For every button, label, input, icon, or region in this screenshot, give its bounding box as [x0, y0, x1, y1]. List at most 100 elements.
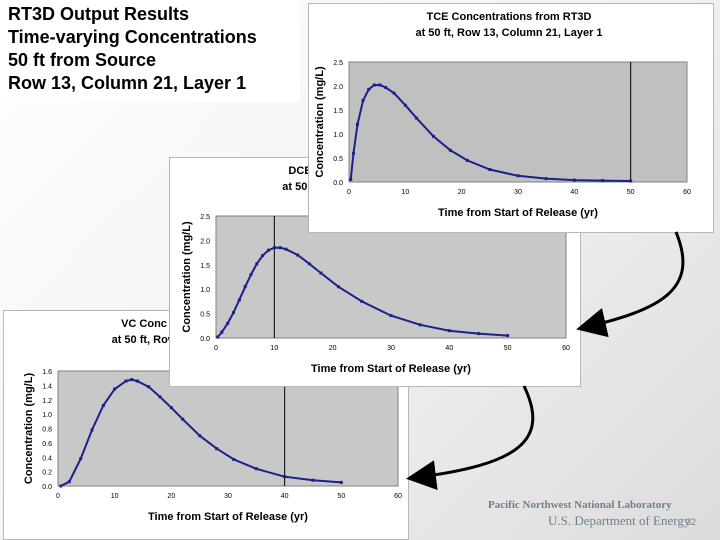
dce-x-tick-label: 20	[329, 345, 337, 352]
dce-data-point	[360, 299, 364, 303]
vc-y-tick-label: 1.0	[42, 412, 52, 419]
tce-data-point	[448, 148, 452, 152]
vc-data-point	[181, 417, 185, 421]
vc-data-point	[124, 379, 128, 383]
dce-x-tick-label: 10	[270, 345, 278, 352]
dce-data-point	[272, 246, 276, 250]
dce-data-point	[389, 314, 393, 318]
vc-data-point	[59, 484, 63, 488]
dce-x-tick-label: 0	[214, 345, 218, 352]
tce-x-tick-label: 10	[401, 189, 409, 196]
tce-plot-area	[348, 61, 688, 183]
dce-y-tick-label: 0.5	[200, 312, 210, 319]
tce-data-point	[349, 178, 353, 182]
vc-data-point	[113, 387, 117, 391]
title-line-3: 50 ft from Source	[8, 50, 157, 70]
tce-x-tick-label: 0	[347, 189, 351, 196]
pnnl-footer: Pacific Northwest National Laboratory U.…	[486, 499, 716, 537]
tce-data-point	[516, 174, 520, 178]
vc-x-tick-label: 10	[111, 493, 119, 500]
tce-data-point	[352, 151, 356, 155]
tce-chart: TCE Concentrations from RT3D at 50 ft, Ro…	[314, 11, 691, 219]
title-line-1: RT3D Output Results	[8, 4, 190, 24]
vc-y-tick-label: 0.6	[42, 441, 52, 448]
dce-y-tick-label: 1.0	[200, 287, 210, 294]
arrow-dce-to-vc	[406, 385, 535, 491]
tce-data-point	[384, 85, 388, 89]
vc-data-point	[339, 480, 343, 484]
tce-y-tick-label: 0.5	[333, 156, 343, 163]
tce-y-axis-label: Concentration (mg/L)	[314, 66, 326, 178]
dce-data-point	[243, 285, 247, 289]
dce-y-tick-label: 2.5	[200, 214, 210, 221]
vc-x-tick-label: 60	[394, 493, 402, 500]
tce-data-point	[415, 116, 419, 120]
dce-y-tick-label: 2.0	[200, 238, 210, 245]
vc-y-tick-label: 1.4	[42, 383, 52, 390]
dce-data-point	[418, 323, 422, 327]
tce-series-line	[349, 84, 631, 182]
vc-data-point	[90, 428, 94, 432]
dce-data-point	[232, 311, 235, 315]
vc-y-tick-label: 1.6	[42, 369, 52, 376]
vc-chart: VC Conc at 50 ft, Row 0 10 20 30 40 50 60 0.0 0.2 0…	[23, 318, 402, 523]
vc-y-tick-label: 0.2	[42, 470, 52, 477]
dce-data-point	[477, 332, 480, 336]
dce-x-tick-label: 60	[562, 345, 570, 352]
vc-y-tick-label: 0.0	[42, 484, 52, 491]
dce-x-axis-label: Time from Start of Release (yr)	[311, 363, 471, 375]
dce-data-point	[267, 248, 270, 252]
slide-title: RT3D Output Results Time-varying Concent…	[0, 0, 300, 102]
tce-x-tick-label: 60	[683, 189, 691, 196]
title-line-4: Row 13, Column 21, Layer 1	[8, 73, 247, 93]
dce-data-point	[216, 335, 220, 339]
vc-data-point	[169, 406, 173, 410]
vc-y-tick-label: 0.4	[42, 455, 52, 462]
tce-x-axis-label: Time from Start of Release (yr)	[438, 207, 598, 219]
dce-data-point	[284, 247, 288, 251]
dce-x-tick-label: 40	[445, 345, 453, 352]
org-name: Pacific Northwest National Laboratory	[488, 499, 672, 511]
dce-data-point	[337, 285, 340, 289]
dce-data-point	[255, 262, 259, 266]
vc-x-tick-label: 30	[224, 493, 232, 500]
page-number: 32	[686, 517, 697, 527]
vc-y-tick-label: 1.2	[42, 398, 52, 405]
vc-data-point	[67, 480, 71, 484]
tce-x-tick-label: 40	[570, 189, 578, 196]
tce-data-point	[392, 91, 396, 95]
dce-y-tick-label: 0.0	[200, 336, 210, 343]
tce-y-tick-label: 1.5	[333, 108, 343, 115]
vc-y-tick-label: 0.8	[42, 427, 52, 434]
tce-data-point	[629, 179, 633, 183]
title-line-2: Time-varying Concentrations	[8, 27, 257, 47]
vc-chart-title-line-2: at 50 ft, Row	[112, 334, 177, 346]
vc-x-tick-label: 20	[167, 493, 175, 500]
vc-x-tick-label: 50	[337, 493, 345, 500]
dce-data-point	[226, 321, 230, 325]
vc-chart-title-line-1: VC Conc	[121, 318, 167, 330]
dce-data-point	[296, 253, 300, 257]
vc-data-point	[283, 475, 287, 479]
tce-x-tick-label: 50	[627, 189, 635, 196]
vc-data-point	[232, 457, 236, 461]
tce-data-point	[465, 158, 469, 162]
vc-series-line	[60, 378, 342, 487]
vc-data-point	[198, 434, 202, 438]
dce-data-point	[249, 273, 253, 277]
dce-data-point	[237, 298, 241, 302]
vc-data-point	[158, 395, 162, 399]
dce-x-tick-label: 50	[504, 345, 512, 352]
dce-data-point	[307, 262, 311, 266]
vc-x-tick-label: 0	[56, 493, 60, 500]
dce-y-tick-label: 1.5	[200, 263, 210, 270]
tce-data-point	[355, 122, 359, 126]
dce-chart-title-line-1: DCE	[288, 165, 311, 177]
vc-data-point	[135, 379, 139, 383]
dce-data-point	[447, 329, 451, 333]
tce-x-tick-label: 20	[458, 189, 466, 196]
vc-data-point	[254, 467, 258, 471]
tce-data-point	[544, 177, 548, 181]
tce-data-point	[403, 103, 407, 107]
